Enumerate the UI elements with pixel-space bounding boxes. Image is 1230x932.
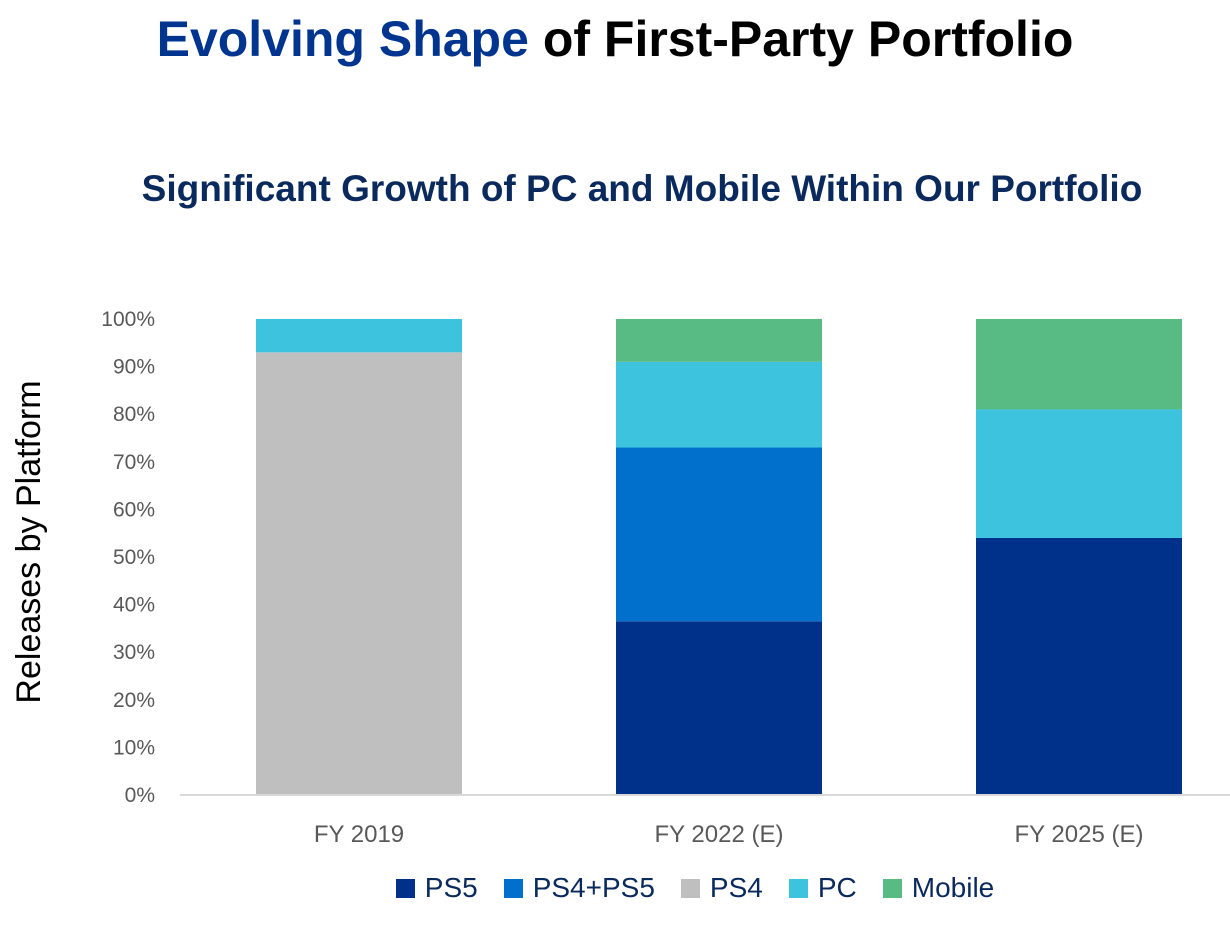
- x-category-label: FY 2022 (E): [655, 821, 784, 848]
- y-tick-label: 10%: [113, 736, 155, 759]
- y-tick-label: 40%: [113, 594, 155, 617]
- x-category-label: FY 2025 (E): [1015, 821, 1144, 848]
- page-title: Evolving Shape of First-Party Portfolio: [0, 10, 1230, 68]
- y-axis-ticks: 0% 10% 20% 30% 40% 50% 60% 70% 80% 90% 100%: [101, 308, 155, 807]
- y-axis-label: Releases by Platform: [10, 380, 48, 703]
- legend-swatch: [882, 878, 902, 898]
- bar-segment-mobile: [976, 319, 1182, 410]
- title-rest: of First-Party Portfolio: [528, 11, 1074, 67]
- bar-segment-pc: [616, 361, 822, 448]
- bar-segment-pc: [256, 319, 462, 353]
- legend-item: Mobile: [882, 872, 995, 904]
- y-tick-label: 0%: [125, 784, 155, 807]
- y-tick-label: 70%: [113, 451, 155, 474]
- legend-label: PS4+PS5: [532, 872, 655, 903]
- legend-label: PS4: [709, 872, 763, 903]
- legend-swatch: [788, 878, 808, 898]
- chart-title: Significant Growth of PC and Mobile With…: [141, 168, 1143, 209]
- bar-segment-ps5: [616, 621, 822, 795]
- legend-swatch: [395, 878, 415, 898]
- bar-segment-ps4: [256, 352, 462, 795]
- y-tick-label: 50%: [113, 546, 155, 569]
- y-tick-label: 60%: [113, 498, 155, 521]
- bar-segment-mobile: [616, 319, 822, 362]
- x-axis-categories: FY 2019 FY 2022 (E) FY 2025 (E): [314, 821, 1144, 848]
- legend-swatch: [680, 878, 700, 898]
- bar-group: [256, 319, 1182, 795]
- legend: PS5 PS4+PS5 PS4 PC Mobile: [0, 872, 1230, 904]
- legend-item: PC: [788, 872, 857, 904]
- y-tick-label: 90%: [113, 356, 155, 379]
- legend-item: PS4: [680, 872, 763, 904]
- y-tick-label: 100%: [101, 308, 155, 331]
- y-tick-label: 20%: [113, 689, 155, 712]
- legend-label: Mobile: [911, 872, 995, 903]
- y-tick-label: 80%: [113, 403, 155, 426]
- bar-segment-ps5: [976, 537, 1182, 795]
- bar-segment-pc: [976, 409, 1182, 538]
- legend-label: PS5: [424, 872, 478, 903]
- title-accent: Evolving Shape: [156, 11, 529, 67]
- legend-label: PC: [817, 872, 857, 903]
- legend-item: PS4+PS5: [503, 872, 655, 904]
- x-category-label: FY 2019: [314, 821, 404, 848]
- y-tick-label: 30%: [113, 641, 155, 664]
- bar-segment-ps4-ps5: [616, 447, 822, 622]
- legend-item: PS5: [395, 872, 478, 904]
- legend-swatch: [503, 878, 523, 898]
